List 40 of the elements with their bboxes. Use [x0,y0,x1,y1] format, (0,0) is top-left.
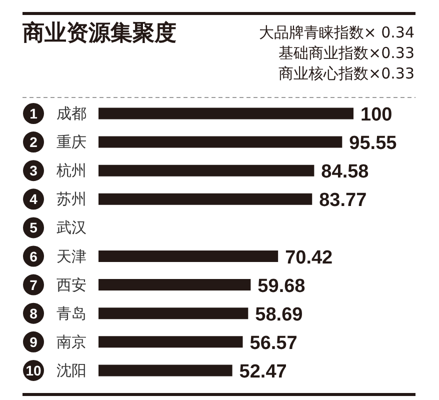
text: 3 [30,162,38,179]
y-tick-label: 青岛 [56,304,86,322]
data-label: 59.68 [258,276,306,297]
y-tick-label: 天津 [56,247,86,266]
y-tick-label: 西安 [56,276,86,294]
text: 7 [30,276,38,293]
y-tick-label: 苏州 [56,190,86,208]
text: 2 [30,134,38,150]
bar [98,308,248,320]
text: 4 [30,191,38,208]
y-tick-label: 沈阳 [56,361,86,380]
y-tick-label: 重庆 [56,133,86,152]
y-tick-label: 杭州 [56,162,86,180]
bar [98,364,232,376]
data-label: 83.77 [319,190,367,212]
data-label: 70.42 [285,247,333,268]
text: 10 [26,362,42,378]
data-label: 100 [360,104,392,126]
bar [98,336,243,348]
data-label: 52.47 [239,361,287,382]
y-tick-label: 成都 [56,104,86,122]
text: 1 [30,106,38,122]
bar [98,164,314,176]
y-tick-label: 武汉 [56,218,86,237]
text: 9 [30,334,38,350]
text: 5 [30,220,38,236]
data-label: 56.57 [250,332,298,354]
data-label: 84.58 [321,162,369,183]
text: 6 [30,248,38,264]
bar [98,136,342,148]
bar [98,279,251,291]
bar [98,193,312,205]
data-label: 58.69 [255,304,303,326]
bar [98,250,278,262]
y-tick-label: 南京 [56,332,86,351]
bar [98,108,354,120]
data-label: 95.55 [349,133,398,154]
text: 8 [30,305,38,322]
chart-title: 商业资源集聚度 [22,20,176,46]
chart-subtitle: 大品牌青睐指数× 0.34 基础商业指数×0.33 商业核心指数×0.33 [258,24,415,82]
